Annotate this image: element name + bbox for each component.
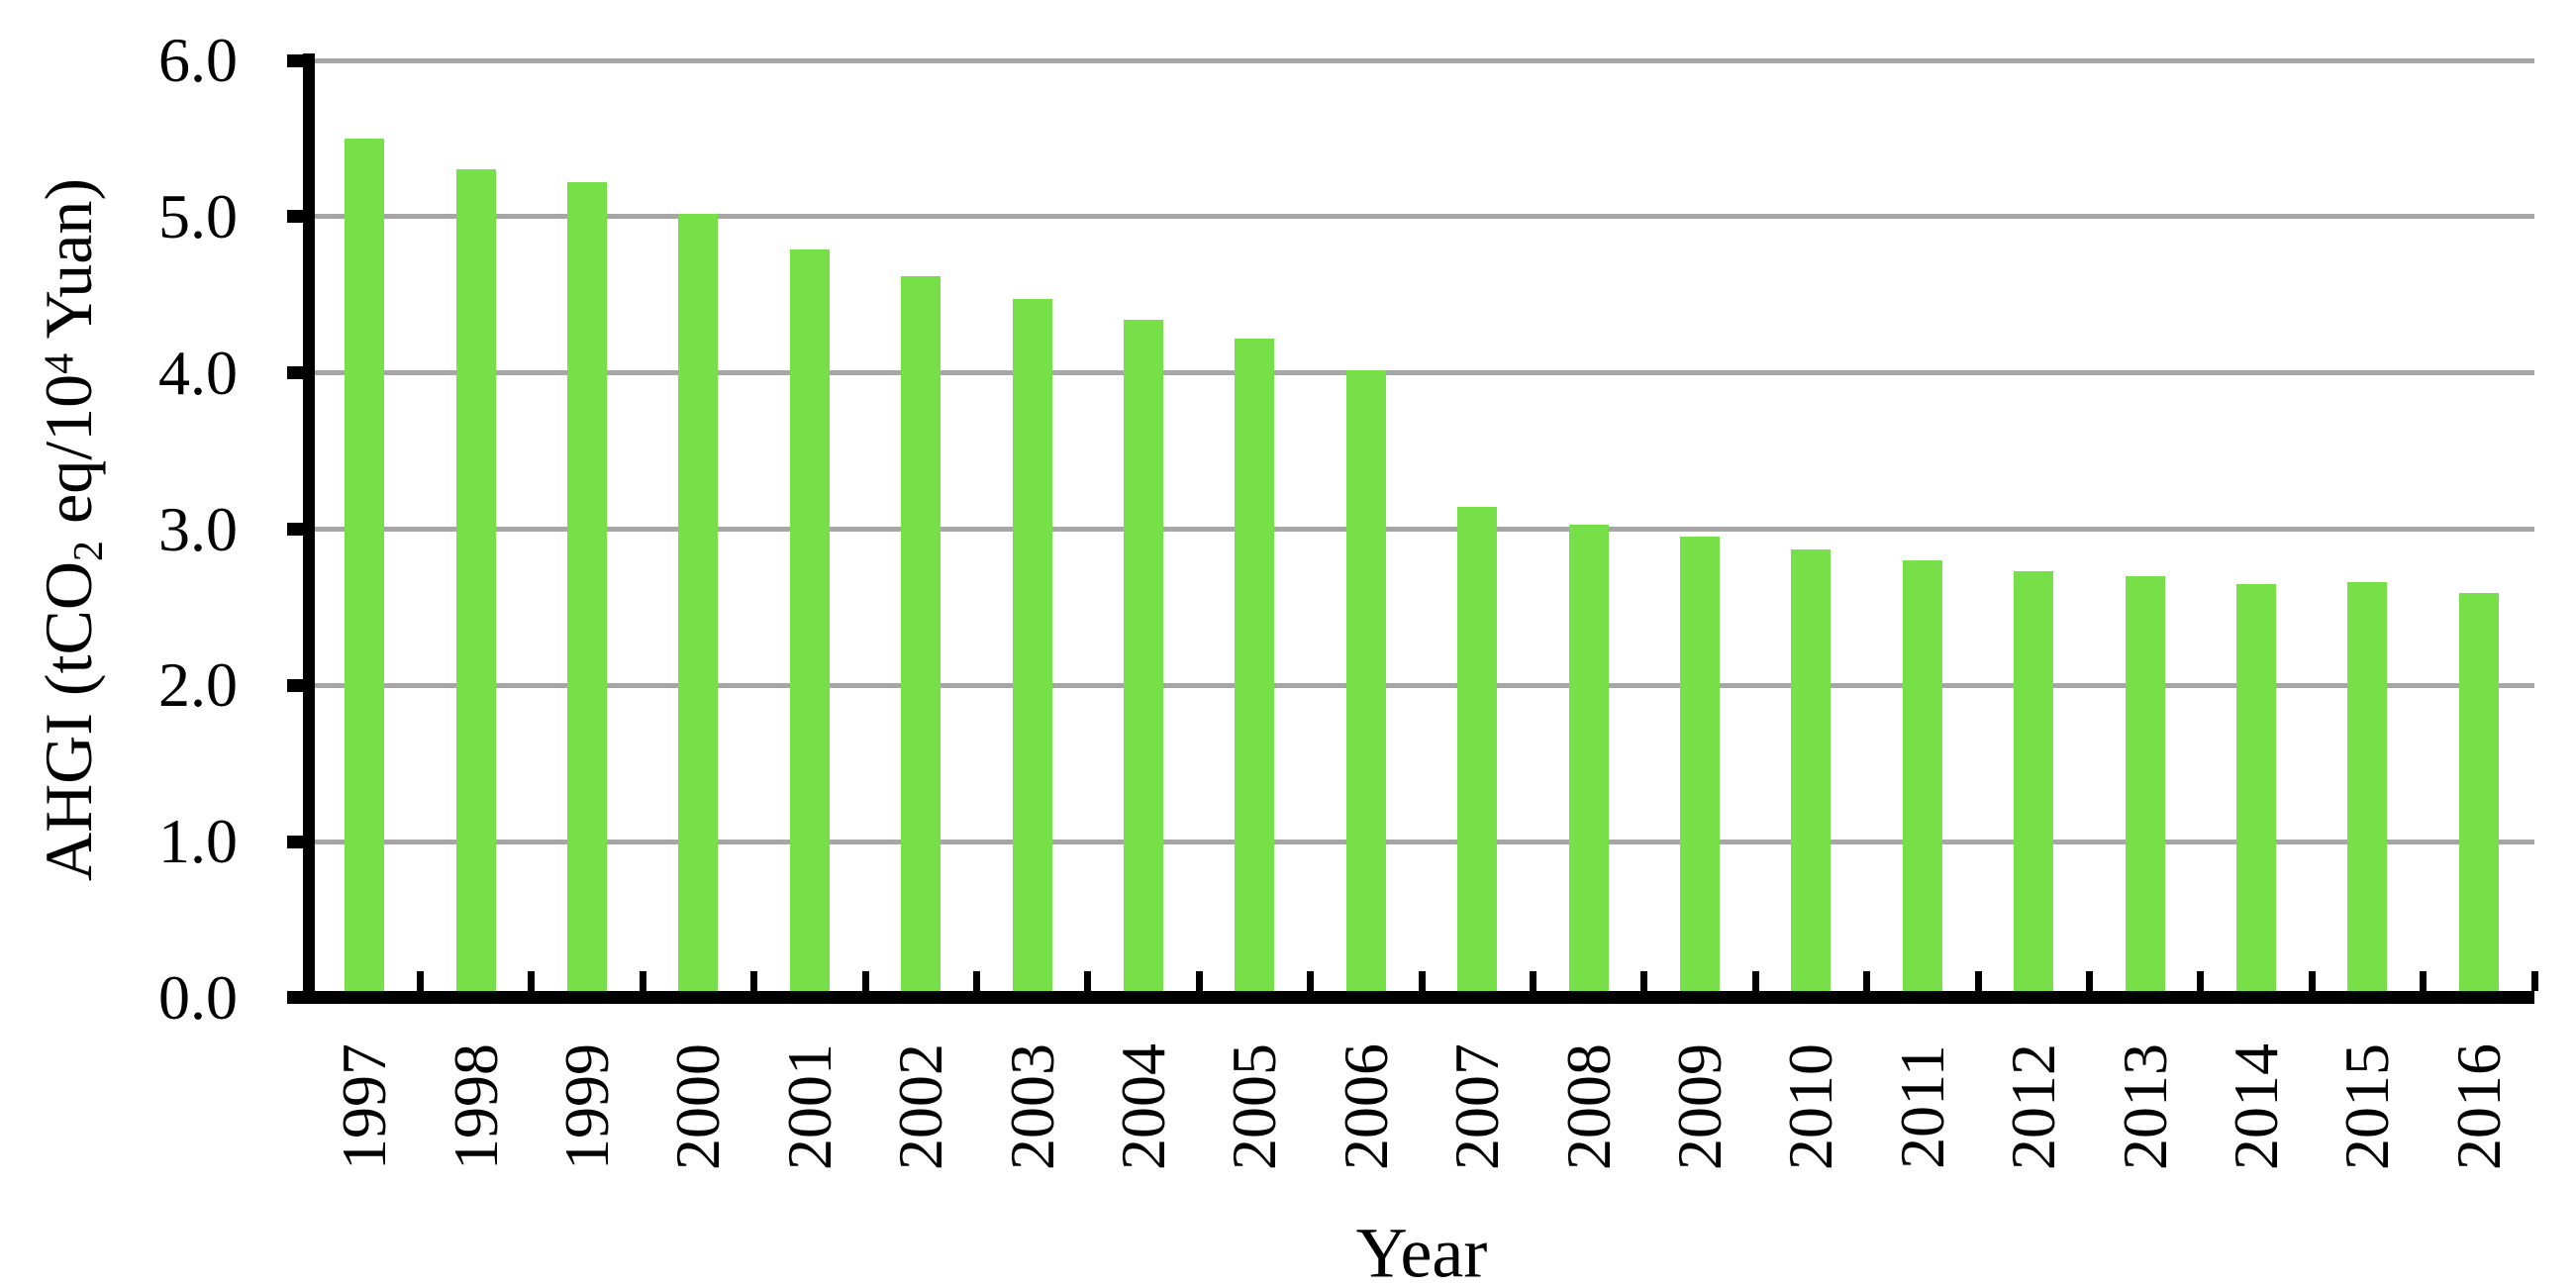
x-axis-tick: [1863, 971, 1871, 991]
y-tick-label: 4.0: [158, 337, 238, 408]
x-tick-label: 2012: [1998, 1043, 2069, 1170]
x-axis-tick: [416, 971, 424, 991]
bar: [2125, 575, 2165, 998]
x-tick-label: 2009: [1664, 1043, 1734, 1170]
x-tick-label: 2010: [1775, 1043, 1846, 1170]
x-tick-label: 1999: [551, 1043, 622, 1170]
x-tick-label: 2014: [2221, 1043, 2291, 1170]
bar: [789, 248, 830, 998]
bar: [901, 275, 941, 998]
bar: [1680, 537, 1720, 998]
x-axis-tick: [1418, 971, 1426, 991]
y-tick-label: 2.0: [158, 649, 238, 721]
x-tick-label: 1998: [440, 1043, 511, 1170]
y-axis-tick: [287, 678, 315, 692]
x-tick-label: 2008: [1552, 1043, 1624, 1170]
x-tick-label: 2000: [662, 1043, 734, 1170]
x-tick-label: 2011: [1886, 1044, 1957, 1169]
gridline: [309, 370, 2534, 376]
x-axis-tick: [1751, 971, 1759, 991]
y-tick-label: 3.0: [158, 493, 238, 564]
bar: [678, 213, 719, 998]
bar: [2347, 582, 2388, 998]
x-axis-tick: [2197, 971, 2205, 991]
bar: [455, 169, 496, 998]
x-axis-tick: [2308, 971, 2316, 991]
x-tick-label: 2004: [1108, 1043, 1178, 1170]
x-tick-label: 2013: [2109, 1043, 2180, 1170]
gridline: [309, 527, 2534, 532]
y-axis-tick: [287, 210, 315, 224]
bar: [2236, 583, 2276, 998]
y-axis-tick: [287, 366, 315, 380]
y-tick-label: 0.0: [158, 962, 238, 1033]
gridline: [309, 839, 2534, 844]
x-tick-label: 2005: [1219, 1043, 1290, 1170]
x-tick-label: 2001: [773, 1043, 844, 1170]
y-tick-label: 1.0: [158, 806, 238, 877]
bar: [1012, 299, 1052, 998]
bar: [2458, 593, 2499, 998]
bar: [1902, 560, 1942, 998]
y-axis-tick: [287, 523, 315, 536]
x-tick-label: 2016: [2442, 1043, 2514, 1170]
bar: [345, 138, 385, 998]
x-tick-label: 2003: [996, 1043, 1067, 1170]
x-axis-tick: [1307, 971, 1315, 991]
y-axis-tick: [287, 53, 315, 67]
x-axis-tick: [1529, 971, 1536, 991]
y-tick-label: 6.0: [158, 25, 238, 95]
x-axis-tick: [1974, 971, 1982, 991]
gridline: [309, 682, 2534, 688]
bar: [567, 182, 607, 998]
x-tick-label: 1997: [329, 1043, 400, 1170]
bar: [1124, 320, 1163, 998]
bar: [1235, 338, 1275, 998]
x-axis-tick: [528, 971, 536, 991]
y-tick-label: 5.0: [158, 180, 238, 251]
gridline: [309, 214, 2534, 220]
x-axis-tick: [2420, 971, 2427, 991]
x-axis-tick: [1640, 971, 1648, 991]
x-tick-label: 2006: [1330, 1043, 1401, 1170]
x-tick-label: 2007: [1441, 1043, 1513, 1170]
bar: [1791, 549, 1832, 998]
x-axis-tick: [639, 971, 646, 991]
x-axis-line: [287, 991, 2534, 1004]
x-axis-tick: [750, 971, 758, 991]
x-tick-label: 2002: [885, 1043, 956, 1170]
bar: [1345, 369, 1386, 998]
x-tick-label: 2015: [2331, 1043, 2403, 1170]
x-axis-tick: [2530, 971, 2538, 991]
x-axis-tick: [1195, 971, 1203, 991]
x-axis-title: Year: [1355, 1213, 1488, 1288]
x-axis-tick: [1084, 971, 1092, 991]
bar: [2014, 571, 2054, 998]
y-axis-tick: [287, 835, 315, 848]
bar: [1457, 507, 1498, 998]
bar: [1568, 524, 1609, 998]
y-axis-title-segment: 4: [36, 352, 83, 374]
gridline: [309, 57, 2534, 63]
x-axis-tick: [861, 971, 869, 991]
x-axis-tick: [2085, 971, 2093, 991]
x-axis-tick: [972, 971, 980, 991]
